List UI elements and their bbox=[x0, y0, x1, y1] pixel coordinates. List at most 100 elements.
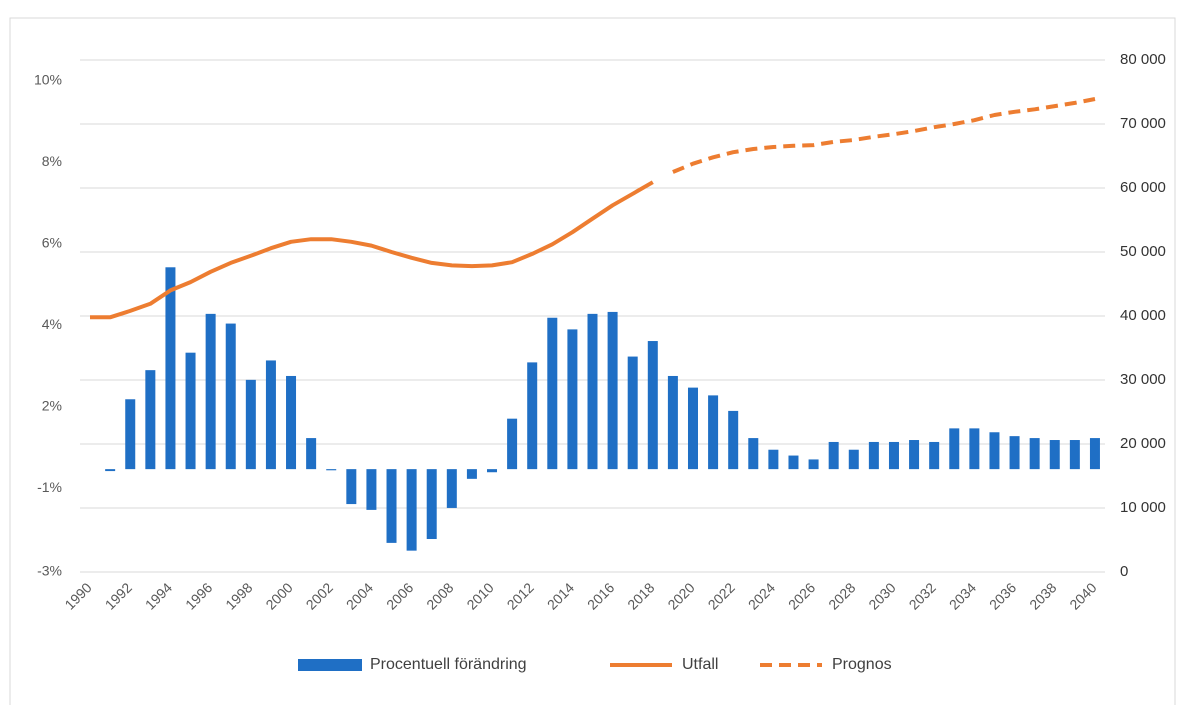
bar bbox=[1069, 440, 1080, 470]
chart-frame bbox=[9, 17, 1176, 705]
y2-tick-label: 40 000 bbox=[1120, 307, 1166, 324]
x-tick-label: 1996 bbox=[182, 579, 215, 612]
bar bbox=[567, 329, 578, 470]
x-tick-label: 2036 bbox=[986, 579, 1019, 612]
bar bbox=[1009, 436, 1020, 470]
bar bbox=[768, 449, 779, 470]
bar bbox=[687, 387, 698, 470]
x-tick-label: 1994 bbox=[142, 579, 175, 612]
x-tick-label: 2008 bbox=[423, 579, 456, 612]
bar bbox=[647, 341, 658, 470]
bar bbox=[265, 360, 276, 470]
y-tick-label: 8% bbox=[42, 153, 62, 169]
bar bbox=[507, 418, 518, 470]
bar bbox=[286, 375, 297, 470]
bar bbox=[145, 370, 156, 470]
y-tick-label: 6% bbox=[42, 235, 62, 251]
x-tick-label: 2022 bbox=[705, 579, 738, 612]
bar bbox=[848, 449, 859, 470]
bar bbox=[888, 441, 899, 470]
y-tick-label: 2% bbox=[42, 398, 62, 414]
legend-label: Prognos bbox=[832, 656, 892, 673]
bar bbox=[607, 311, 618, 470]
bar bbox=[406, 469, 417, 551]
bar bbox=[105, 469, 116, 472]
bar bbox=[527, 362, 538, 470]
x-tick-label: 2032 bbox=[906, 579, 939, 612]
x-tick-label: 2040 bbox=[1066, 579, 1099, 612]
y2-tick-label: 80 000 bbox=[1120, 51, 1166, 68]
x-tick-label: 2034 bbox=[946, 579, 979, 612]
bar bbox=[346, 469, 357, 505]
bar bbox=[748, 438, 759, 470]
x-tick-label: 2038 bbox=[1026, 579, 1059, 612]
line bbox=[672, 97, 1096, 174]
bar bbox=[185, 352, 196, 470]
bar bbox=[1089, 438, 1100, 470]
bar bbox=[487, 469, 498, 473]
bar bbox=[386, 469, 397, 543]
y2-tick-label: 60 000 bbox=[1120, 179, 1166, 196]
x-tick-label: 2000 bbox=[262, 579, 295, 612]
y-tick-label: -3% bbox=[37, 563, 62, 579]
bar bbox=[708, 395, 719, 470]
x-tick-label: 1998 bbox=[222, 579, 255, 612]
bar bbox=[1029, 438, 1040, 470]
bar bbox=[788, 455, 799, 470]
x-tick-label: 2020 bbox=[664, 579, 697, 612]
bar bbox=[929, 441, 940, 470]
x-tick-label: 2024 bbox=[745, 579, 778, 612]
x-tick-label: 2028 bbox=[825, 579, 858, 612]
y2-tick-label: 30 000 bbox=[1120, 371, 1166, 388]
bar bbox=[165, 267, 176, 470]
bar bbox=[667, 375, 678, 470]
y2-tick-label: 50 000 bbox=[1120, 243, 1166, 260]
y2-tick-label: 70 000 bbox=[1120, 115, 1166, 132]
y2-tick-label: 0 bbox=[1120, 563, 1128, 580]
bar bbox=[446, 469, 457, 508]
bar bbox=[868, 441, 879, 470]
x-tick-label: 1990 bbox=[61, 579, 94, 612]
bar bbox=[627, 356, 638, 470]
legend-label: Utfall bbox=[682, 656, 718, 673]
bar bbox=[426, 469, 437, 540]
bar bbox=[466, 469, 477, 479]
legend-label: Procentuell förändring bbox=[370, 656, 527, 673]
bar bbox=[1049, 440, 1060, 470]
x-tick-label: 2018 bbox=[624, 579, 657, 612]
y-tick-label: 10% bbox=[34, 72, 62, 88]
x-tick-label: 2004 bbox=[343, 579, 376, 612]
x-tick-label: 2016 bbox=[584, 579, 617, 612]
x-tick-label: 2026 bbox=[785, 579, 818, 612]
bar bbox=[225, 323, 236, 470]
y2-tick-label: 10 000 bbox=[1120, 499, 1166, 516]
bar bbox=[326, 469, 337, 471]
x-tick-label: 1992 bbox=[102, 579, 135, 612]
bar bbox=[828, 441, 839, 470]
x-tick-label: 2014 bbox=[544, 579, 577, 612]
legend-swatch bbox=[298, 659, 362, 671]
bar bbox=[547, 317, 558, 470]
y-tick-label: 4% bbox=[42, 316, 62, 332]
bar bbox=[306, 438, 317, 470]
bar bbox=[587, 313, 598, 470]
x-tick-label: 2002 bbox=[303, 579, 336, 612]
line bbox=[90, 180, 654, 320]
x-tick-label: 2010 bbox=[463, 579, 496, 612]
x-tick-label: 2012 bbox=[504, 579, 537, 612]
bar bbox=[205, 313, 216, 470]
bar bbox=[989, 432, 1000, 470]
bar bbox=[808, 459, 819, 470]
bar bbox=[125, 399, 136, 470]
bar bbox=[949, 428, 960, 470]
y2-tick-label: 20 000 bbox=[1120, 435, 1166, 452]
x-tick-label: 2030 bbox=[865, 579, 898, 612]
bar bbox=[909, 440, 920, 470]
y-tick-label: -1% bbox=[37, 479, 62, 495]
bar bbox=[969, 428, 980, 470]
bar bbox=[245, 379, 256, 470]
x-tick-label: 2006 bbox=[383, 579, 416, 612]
bar bbox=[728, 410, 739, 470]
bar bbox=[366, 469, 377, 510]
